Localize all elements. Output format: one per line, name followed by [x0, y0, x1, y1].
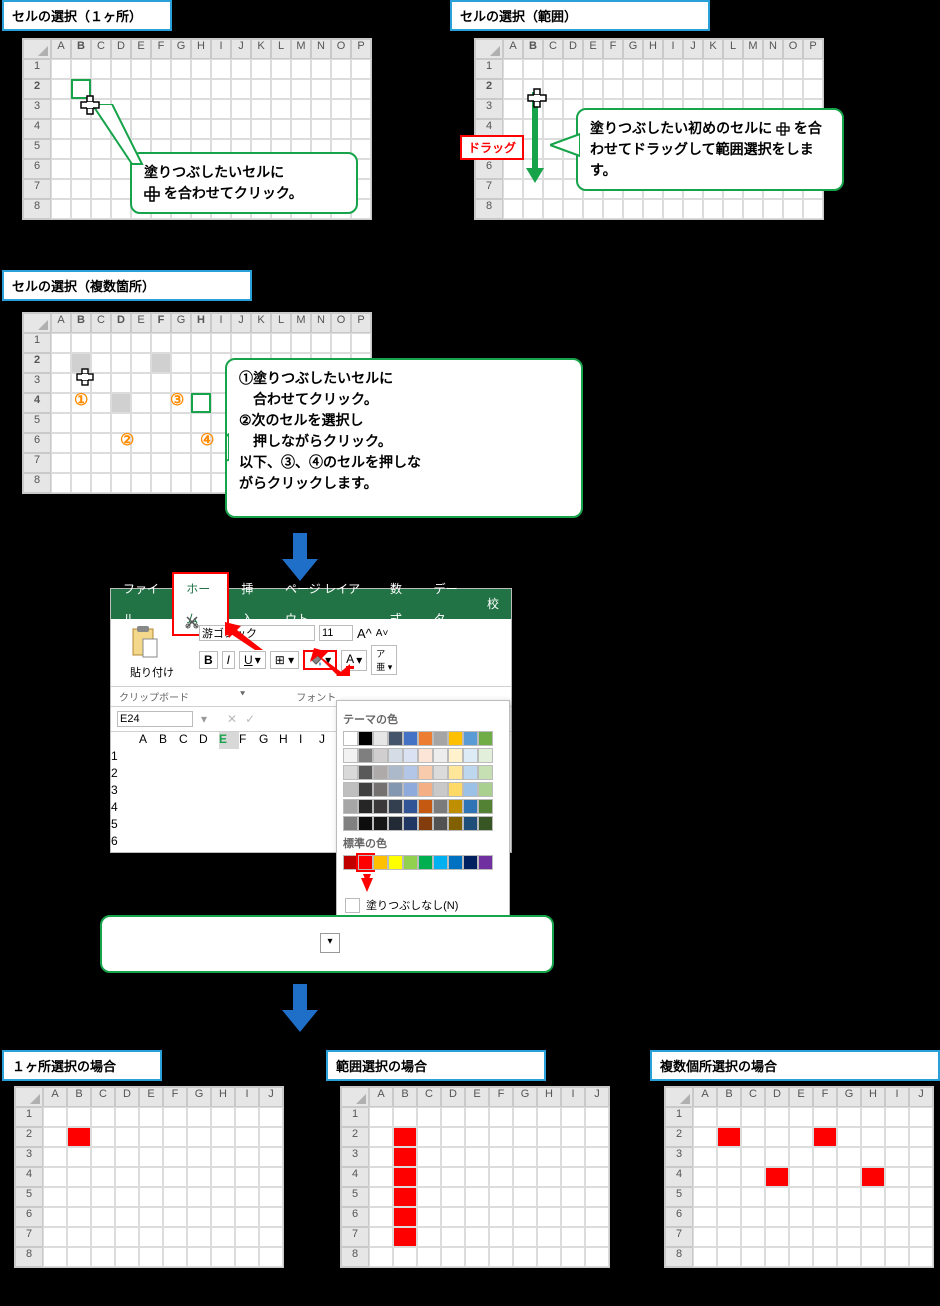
label-result-range: 範囲選択の場合 — [326, 1050, 546, 1081]
ribbon-tabs: ファイル ホーム 挿入 ページ レイアウト 数式 データ 校 — [111, 589, 511, 619]
decrease-font[interactable]: A˅ — [376, 628, 389, 639]
circle-3: ③ — [170, 390, 184, 410]
tab-review[interactable]: 校 — [475, 589, 511, 619]
clipboard-label: クリップボード — [119, 689, 189, 704]
label-multi: セルの選択（複数箇所） — [2, 270, 252, 301]
label-single: セルの選択（１ヶ所） — [2, 0, 172, 31]
fill-color-menu: テーマの色 標準の色 塗りつぶしなし(N) その他の色(M)... — [336, 700, 510, 948]
paste-icon[interactable] — [127, 625, 161, 659]
cursor-plus-1 — [80, 95, 100, 115]
theme-swatches[interactable] — [343, 731, 503, 831]
label-result-multi: 複数個所選択の場合 — [650, 1050, 940, 1081]
font-label: フォント — [296, 689, 336, 704]
grid-result-single: ABCDEFGHIJ12345678 — [14, 1086, 284, 1268]
scissors-icon[interactable] — [185, 615, 199, 629]
callout-range: 塗りつぶしたい初めのセルに を合わせてドラッグして範囲選択をします。 — [576, 108, 844, 191]
dropdown-icon: ▾ — [320, 933, 340, 953]
cursor-plus-2 — [527, 88, 547, 108]
paste-label: 貼り付け — [117, 664, 187, 680]
cursor-plus-white — [468, 372, 494, 401]
arrow-down-2 — [280, 984, 320, 1034]
confirm-icon[interactable]: ✓ — [245, 712, 255, 726]
cursor-plus-3 — [76, 368, 94, 386]
bold-button[interactable]: B — [199, 651, 218, 669]
border-button[interactable]: ⊞ ▾ — [270, 651, 299, 669]
callout-single: 塗りつぶしたいセルに を合わせてクリック。 — [130, 152, 358, 214]
grid-result-range: ABCDEFGHIJ12345678 — [340, 1086, 610, 1268]
name-box[interactable] — [117, 711, 193, 727]
standard-swatches[interactable] — [343, 855, 503, 870]
grid-result-multi: ABCDEFGHIJ12345678 — [664, 1086, 934, 1268]
increase-font[interactable]: A^ — [357, 626, 372, 641]
circle-2: ② — [120, 430, 134, 450]
cancel-icon[interactable]: ✕ — [227, 712, 237, 726]
circle-1: ① — [74, 390, 88, 410]
label-range: セルの選択（範囲） — [450, 0, 710, 31]
drag-label: ドラッグ — [460, 135, 524, 160]
callout-multi: ①塗りつぶしたいセルに 合わせてクリック。②次のセルを選択し 押しながらクリック… — [225, 358, 583, 518]
font-size-input[interactable] — [319, 625, 353, 641]
clipboard-group: 貼り付け — [117, 625, 187, 680]
circle-4: ④ — [200, 430, 214, 450]
arrow-to-fill — [310, 648, 350, 681]
arrow-to-red — [357, 874, 517, 897]
standard-colors-title: 標準の色 — [343, 835, 503, 851]
theme-colors-title: テーマの色 — [343, 711, 503, 727]
arrow-to-home — [225, 622, 265, 655]
phonetic-button[interactable]: ア亜 ▾ — [371, 645, 397, 675]
label-result-single: １ヶ所選択の場合 — [2, 1050, 162, 1081]
